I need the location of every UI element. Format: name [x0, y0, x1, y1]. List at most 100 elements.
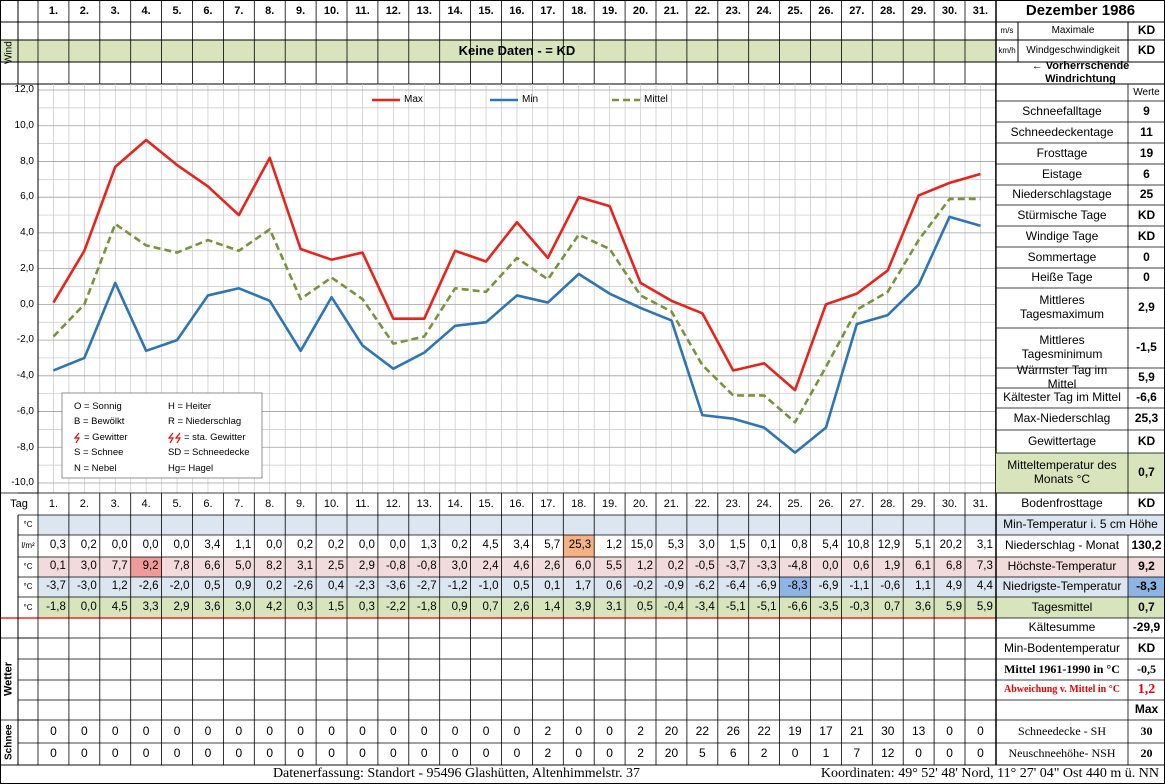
temp-value: -2,6: [138, 580, 159, 593]
snow-value: 0: [359, 723, 366, 738]
stat-label: Heiße Tage: [1031, 270, 1093, 285]
temp-value: -1,8: [46, 600, 66, 613]
temp-value: -6,6: [787, 600, 808, 613]
stat-value: 0,7: [1138, 465, 1155, 480]
y-tick-label: 8,0: [20, 155, 34, 167]
precip-value: 5,7: [544, 539, 561, 552]
series-line: [52, 215, 981, 454]
wind-label: Maximale: [1051, 25, 1095, 37]
day-header: 21.: [663, 4, 680, 17]
temp-value: 0,9: [235, 580, 252, 593]
temp-value: -1,0: [478, 580, 499, 593]
temp-value: -6,9: [818, 580, 839, 593]
stat-label: Max-Niederschlag: [1013, 411, 1111, 426]
day-header: 2.: [79, 4, 89, 17]
legend-box-item: O = Sonnig: [74, 400, 122, 412]
temp-value: -3,7: [725, 560, 746, 573]
stat-value: 9: [1143, 103, 1150, 118]
precip-value: 5,3: [667, 539, 684, 552]
temp-value: 3,0: [451, 560, 468, 573]
temp-value: 0,1: [49, 560, 66, 573]
day-header: 20.: [632, 4, 649, 17]
temp-value: 0,3: [297, 600, 314, 613]
precip-value: 1,2: [606, 539, 623, 552]
stat-value: 11: [1140, 124, 1153, 139]
temp-value: -6,9: [756, 580, 777, 593]
snow-value: 0: [173, 746, 181, 761]
row-label: Wetter: [2, 661, 15, 697]
precip-value: 0,2: [451, 539, 468, 552]
temp-value: -0,8: [385, 560, 406, 573]
temp-value: -3,3: [756, 560, 777, 573]
cell-bg: [38, 577, 996, 597]
unit: °C: [23, 582, 33, 592]
snow-value: 22: [757, 723, 771, 738]
precip-value: 0,3: [49, 539, 66, 552]
stat-label: Bodenfrosttage: [1021, 496, 1103, 511]
temp-value: 0,9: [451, 600, 468, 613]
wind-label: Windgeschwindigkeit: [1026, 45, 1120, 57]
temp-value: 4,6: [513, 560, 530, 573]
temp-value: 4,9: [945, 580, 962, 593]
cell-bg: [38, 515, 996, 535]
temp-value: 0,0: [822, 560, 839, 573]
summary-value: KD: [1137, 640, 1156, 655]
temp-value: 4,4: [976, 580, 993, 593]
snow-value: 0: [575, 746, 583, 761]
temp-value: 0,3: [358, 600, 375, 613]
temp-value: -2,2: [385, 600, 406, 613]
row-label: Schnee: [3, 724, 15, 761]
summary-value: 30: [1140, 723, 1153, 738]
legend-box: [61, 392, 263, 479]
stat-value: 5,9: [1138, 370, 1155, 385]
day-header: 29.: [910, 4, 927, 17]
summary-value: -29,9: [1132, 620, 1161, 635]
day-header: 8.: [265, 497, 275, 510]
precip-value: 5,1: [915, 539, 932, 552]
summary-label: Tagesmittel: [1031, 599, 1093, 614]
temp-value: -0,9: [664, 580, 684, 593]
precip-value: 0,0: [389, 539, 406, 552]
temp-value: 2,6: [544, 560, 561, 573]
stat-label: Eistage: [1041, 166, 1083, 181]
cell-bg: [779, 577, 811, 597]
stat-value: 0: [1143, 249, 1150, 264]
snow-value: 30: [881, 723, 895, 738]
stat-value: 19: [1139, 145, 1154, 160]
legend-box-item: H = Heiter: [168, 400, 212, 412]
day-header: 10.: [323, 497, 340, 510]
day-header: 24.: [756, 4, 772, 17]
snow-value: 26: [726, 723, 740, 738]
snow-value: 0: [80, 723, 88, 738]
legend-label: Max: [404, 94, 423, 106]
day-header: 26.: [818, 497, 834, 510]
day-header: 7.: [234, 497, 244, 510]
summary-label: Schneedecke - SH: [1018, 723, 1106, 738]
stat-label: Frosttage: [1036, 145, 1088, 160]
snow-value: 17: [819, 723, 833, 738]
day-header: 2.: [79, 497, 89, 510]
thunder-icon: [174, 432, 182, 444]
temp-value: -3,4: [694, 600, 715, 613]
row-label: Tag: [10, 497, 28, 510]
cell-bg: [996, 557, 1165, 577]
snow-value: 0: [359, 746, 366, 761]
legend-box-item: N = Nebel: [74, 462, 117, 474]
snow-value: 0: [977, 746, 984, 761]
cell-bg: [996, 597, 1165, 618]
day-header: 9.: [296, 4, 306, 17]
day-header: 26.: [818, 4, 834, 17]
snow-value: 0: [235, 723, 243, 738]
stat-label: Mittleres Tagesminimum: [1021, 333, 1103, 361]
precip-value: 3,0: [698, 539, 715, 552]
y-tick-label: 12,0: [14, 84, 34, 96]
wind-value: KD: [1137, 23, 1156, 38]
legend-box-item: SD = Schneedecke: [168, 447, 250, 459]
temp-value: 0,6: [606, 580, 623, 593]
summary-value: -8,3: [1136, 579, 1157, 594]
snow-value: 0: [297, 746, 304, 761]
cell-bg: [996, 577, 1165, 597]
temp-value: 0,6: [853, 560, 870, 573]
precip-value: 0,0: [142, 539, 159, 552]
